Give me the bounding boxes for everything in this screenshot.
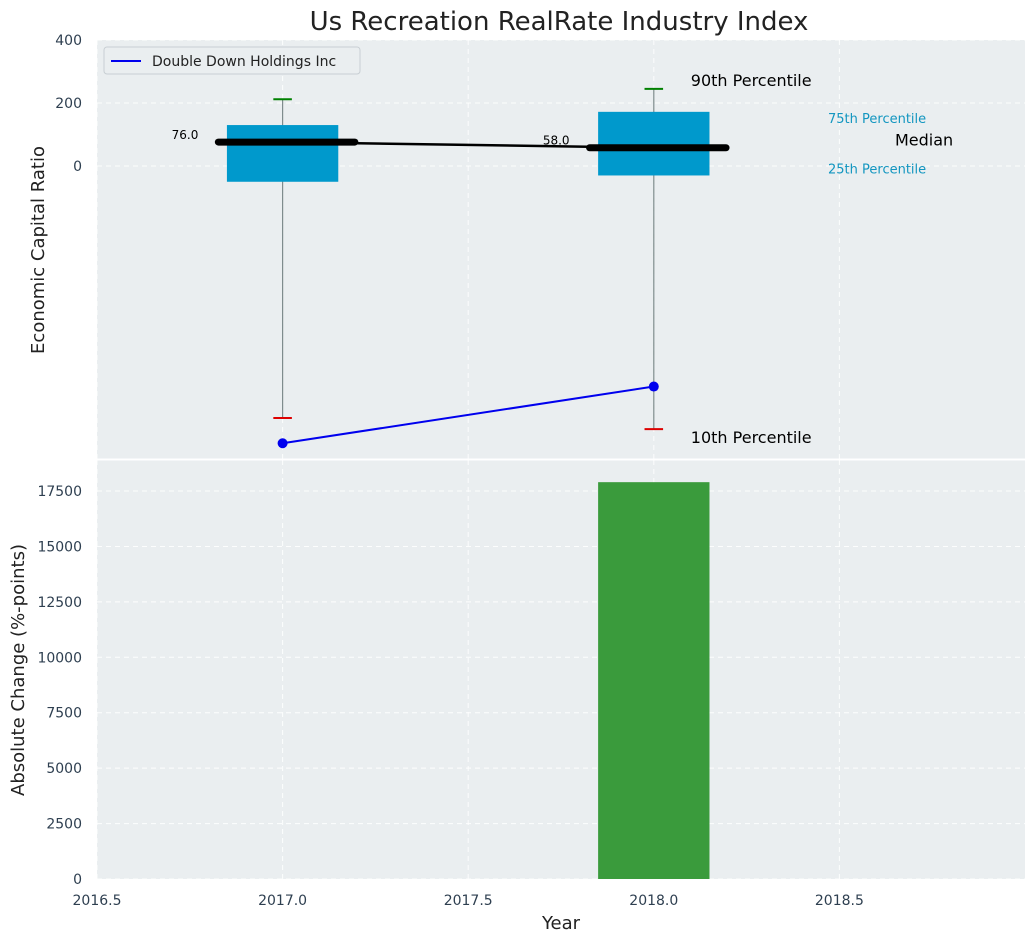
x-axis-label: Year: [541, 913, 581, 934]
percentile-annotations: 90th Percentile 10th Percentile 75th Perce…: [691, 71, 953, 447]
top-y-tick-label: 400: [55, 33, 82, 49]
median-value-label: 58.0: [543, 134, 570, 148]
median-annotation: Median: [895, 131, 953, 150]
bottom-y-tick-label: 12500: [37, 595, 82, 611]
change-bars: [598, 482, 710, 879]
bottom-x-ticks: 2016.5 2017.0 2017.5 2018.0 2018.5: [73, 893, 864, 909]
p75-annotation: 75th Percentile: [828, 112, 926, 127]
company-series: [277, 381, 659, 449]
top-y-tick-label: 0: [73, 159, 82, 175]
bottom-y-tick-label: 10000: [37, 650, 82, 666]
bottom-y-axis-label: Absolute Change (%-points): [8, 544, 29, 796]
box-plots: 76.0 58.0: [172, 87, 730, 431]
iqr-box: [226, 125, 339, 182]
change-bar: [598, 482, 710, 879]
bottom-y-tick-label: 5000: [46, 761, 82, 777]
p10-annotation: 10th Percentile: [691, 428, 812, 447]
series-line: [282, 385, 654, 445]
bottom-y-tick-label: 0: [73, 872, 82, 888]
median-value-label: 76.0: [172, 128, 199, 142]
bottom-y-tick-label: 15000: [37, 539, 82, 555]
top-y-tick-label: 200: [55, 96, 82, 112]
top-y-ticks: 400 200 0: [55, 33, 82, 175]
legend: Double Down Holdings Inc: [103, 46, 361, 75]
legend-entry: Double Down Holdings Inc: [152, 54, 336, 70]
x-tick-label: 2017.5: [444, 893, 493, 909]
iqr-box: [598, 111, 710, 176]
p90-annotation: 90th Percentile: [691, 71, 812, 90]
p25-annotation: 25th Percentile: [828, 162, 926, 177]
chart-title: Us Recreation RealRate Industry Index: [310, 7, 809, 37]
bottom-grid: [96, 460, 1025, 880]
top-y-axis-label: Economic Capital Ratio: [28, 146, 49, 354]
bottom-y-tick-label: 7500: [46, 706, 82, 722]
median-trend-line: [282, 140, 654, 149]
top-plot-area: [97, 40, 1025, 459]
bottom-y-ticks: 0 2500 5000 7500 10000 12500 15000 17500: [37, 484, 82, 888]
bottom-y-tick-label: 2500: [46, 817, 82, 833]
series-point: [277, 438, 288, 449]
legend-box: [103, 46, 361, 75]
x-tick-label: 2018.5: [815, 893, 864, 909]
x-tick-label: 2017.0: [258, 893, 307, 909]
bottom-plot-area: [97, 460, 1025, 879]
series-point: [648, 381, 659, 392]
x-tick-label: 2018.0: [629, 893, 678, 909]
bottom-y-tick-label: 17500: [37, 484, 82, 500]
x-tick-label: 2016.5: [73, 893, 122, 909]
